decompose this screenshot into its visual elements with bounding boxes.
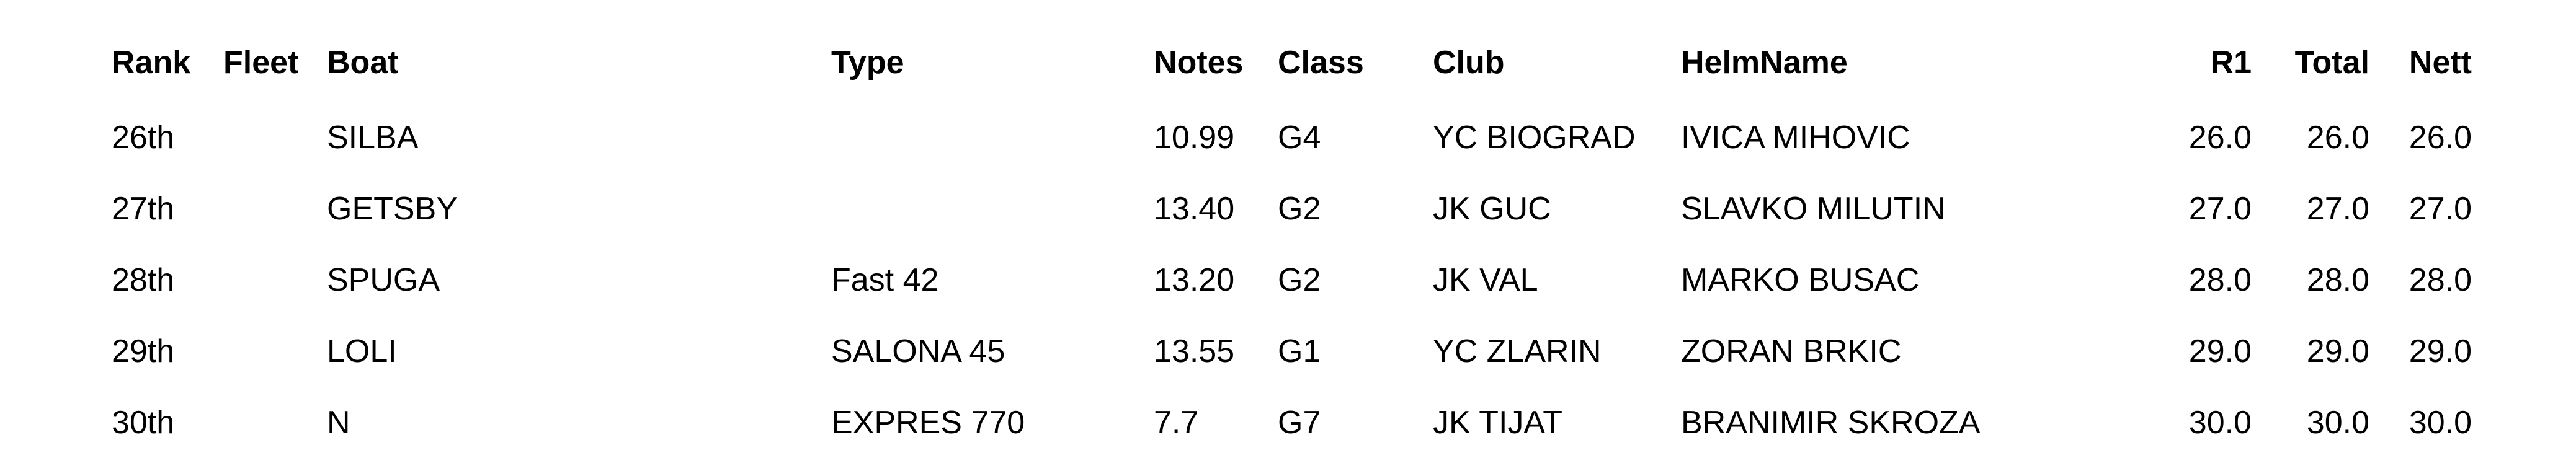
cell-class: G1	[1278, 333, 1321, 369]
header-cell-fleet: Fleet	[223, 45, 299, 81]
cell-class: G7	[1278, 404, 1321, 441]
table-row: 29th LOLI SALONA 45 13.55 G1 YC ZLARIN ZORAN B…	[112, 315, 2472, 387]
header-cell-rank: Rank	[112, 45, 191, 81]
cell-notes: 7.7	[1154, 404, 1199, 441]
cell-notes: 10.99	[1154, 119, 1235, 156]
cell-rank: 30th	[112, 404, 175, 441]
cell-helmname: IVICA MIHOVIC	[1681, 119, 1910, 156]
cell-total: 26.0	[2306, 119, 2369, 156]
cell-type: Fast 42	[831, 262, 939, 298]
cell-club: YC BIOGRAD	[1433, 119, 1636, 156]
cell-type: EXPRES 770	[831, 404, 1025, 441]
cell-notes: 13.40	[1154, 190, 1235, 227]
cell-fleet	[223, 387, 327, 458]
header-cell-boat: Boat	[327, 45, 399, 81]
race-results-table: Rank Fleet Boat Type Notes Class Club HelmName R…	[112, 24, 2472, 458]
cell-rank: 29th	[112, 333, 175, 369]
cell-total: 27.0	[2306, 190, 2369, 227]
header-cell-type: Type	[831, 45, 904, 81]
cell-helmname: BRANIMIR SKROZA	[1681, 404, 1981, 441]
cell-rank: 28th	[112, 262, 175, 298]
cell-helmname: MARKO BUSAC	[1681, 262, 1920, 298]
cell-notes: 13.20	[1154, 262, 1235, 298]
cell-class: G2	[1278, 262, 1321, 298]
cell-r1: 29.0	[2188, 333, 2252, 369]
cell-club: YC ZLARIN	[1433, 333, 1602, 369]
cell-total: 28.0	[2306, 262, 2369, 298]
cell-notes: 13.55	[1154, 333, 1235, 369]
cell-nett: 29.0	[2409, 333, 2472, 369]
header-cell-helmname: HelmName	[1681, 45, 1848, 81]
cell-club: JK TIJAT	[1433, 404, 1562, 441]
cell-total: 29.0	[2306, 333, 2369, 369]
header-cell-r1: R1	[2210, 45, 2252, 81]
header-cell-class: Class	[1278, 45, 1364, 81]
table-row: 26th SILBA 10.99 G4 YC BIOGRAD IVICA MIHOVIC 2…	[112, 102, 2472, 173]
cell-type: SALONA 45	[831, 333, 1005, 369]
cell-nett: 26.0	[2409, 119, 2472, 156]
cell-helmname: ZORAN BRKIC	[1681, 333, 1902, 369]
cell-helmname: SLAVKO MILUTIN	[1681, 190, 1946, 227]
cell-r1: 30.0	[2188, 404, 2252, 441]
table-row: 30th N EXPRES 770 7.7 G7 JK TIJAT BRANIMIR SKR…	[112, 387, 2472, 458]
cell-r1: 27.0	[2188, 190, 2252, 227]
cell-r1: 26.0	[2188, 119, 2252, 156]
cell-class: G4	[1278, 119, 1321, 156]
cell-nett: 30.0	[2409, 404, 2472, 441]
cell-fleet	[223, 102, 327, 173]
cell-fleet	[223, 173, 327, 244]
cell-total: 30.0	[2306, 404, 2369, 441]
header-cell-club: Club	[1433, 45, 1505, 81]
cell-club: JK GUC	[1433, 190, 1551, 227]
cell-rank: 27th	[112, 190, 175, 227]
header-cell-total: Total	[2294, 45, 2369, 81]
header-cell-notes: Notes	[1154, 45, 1244, 81]
table-row: 28th SPUGA Fast 42 13.20 G2 JK VAL MARKO BUSAC…	[112, 244, 2472, 315]
cell-boat: LOLI	[327, 333, 397, 369]
cell-club: JK VAL	[1433, 262, 1538, 298]
table-row: 27th GETSBY 13.40 G2 JK GUC SLAVKO MILUTIN 27.…	[112, 173, 2472, 244]
cell-type	[831, 173, 1154, 244]
cell-fleet	[223, 315, 327, 387]
cell-fleet	[223, 244, 327, 315]
cell-nett: 28.0	[2409, 262, 2472, 298]
race-results-region: Rank Fleet Boat Type Notes Class Club HelmName R…	[112, 24, 2472, 458]
results-table-body: 26th SILBA 10.99 G4 YC BIOGRAD IVICA MIHOVIC 2…	[112, 102, 2472, 458]
cell-boat: GETSBY	[327, 190, 458, 227]
cell-nett: 27.0	[2409, 190, 2472, 227]
header-cell-nett: Nett	[2409, 45, 2472, 81]
cell-r1: 28.0	[2188, 262, 2252, 298]
cell-boat: SILBA	[327, 119, 419, 156]
cell-class: G2	[1278, 190, 1321, 227]
cell-rank: 26th	[112, 119, 175, 156]
cell-boat: SPUGA	[327, 262, 440, 298]
header-row: Rank Fleet Boat Type Notes Class Club HelmName R…	[112, 24, 2472, 102]
results-table-head: Rank Fleet Boat Type Notes Class Club HelmName R…	[112, 24, 2472, 102]
cell-type	[831, 102, 1154, 173]
cell-boat: N	[327, 404, 350, 441]
